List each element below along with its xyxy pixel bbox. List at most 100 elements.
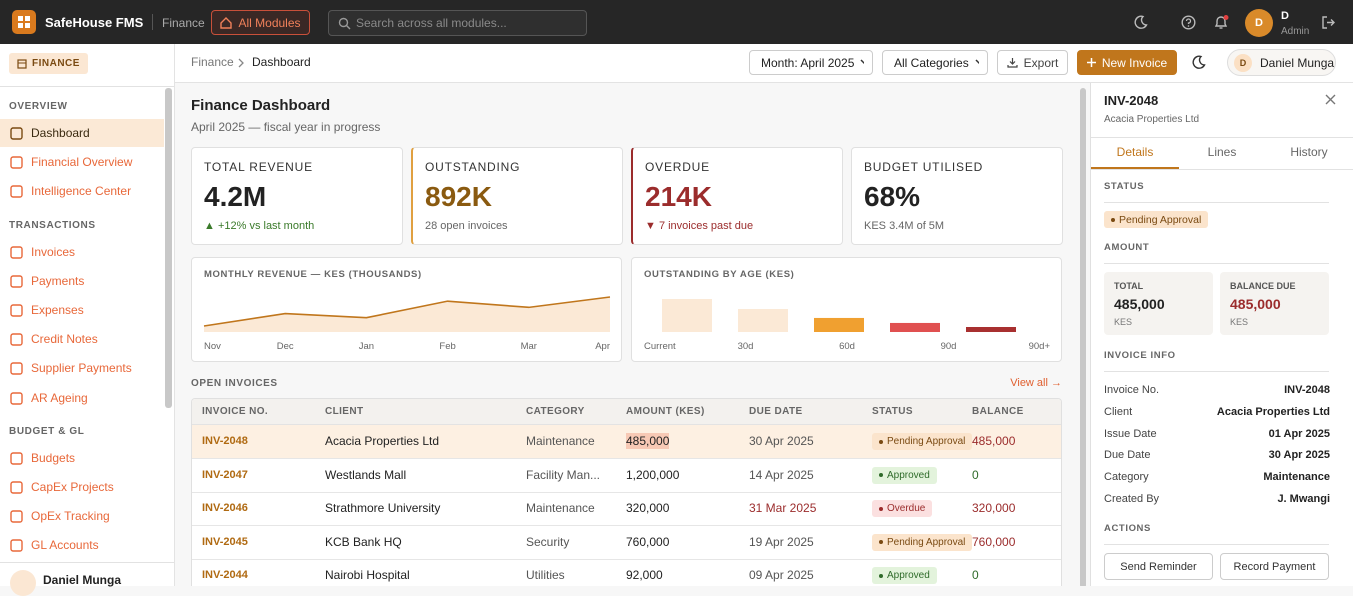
divider [1091,169,1353,170]
x-tick-label: 30d [738,341,754,352]
column-header: INVOICE NO. [202,406,269,417]
section-title: OPEN INVOICES [191,378,278,389]
tab[interactable]: Lines [1207,145,1237,159]
status-pill: Approved [872,466,937,484]
table-row[interactable]: INV-2048 Acacia Properties Ltd Maintenance… [192,425,1061,459]
nav-item[interactable]: Supplier Payments [0,354,164,382]
action-button[interactable]: Send Reminder [1104,553,1213,580]
nav-label: GL Accounts [31,538,99,553]
cell: Acacia Properties Ltd [325,434,440,448]
action-button[interactable]: Record Payment [1220,553,1329,580]
table-row[interactable]: INV-2044 Nairobi Hospital Utilities 92,000 0… [192,559,1061,586]
status-dot [1111,217,1115,222]
nav-item[interactable]: Expenses [0,296,164,324]
column-header: CLIENT [325,406,364,417]
module-badge: FINANCE [9,53,88,74]
nav-item[interactable]: Dashboard [0,119,164,147]
kpi-note: 28 open invoices [425,220,508,232]
nav-item[interactable]: OpEx Tracking [0,502,164,530]
avatar[interactable]: D [1245,9,1273,37]
nav-label: Supplier Payments [31,361,132,376]
scrollbar[interactable] [165,88,172,408]
month-select[interactable]: Month: April 2025 [749,50,873,75]
theme-icon[interactable] [1191,55,1206,70]
section-label: TRANSACTIONS [9,219,96,231]
nav-item[interactable]: CapEx Projects [0,473,164,501]
breadcrumb[interactable]: Finance [191,55,234,69]
nav-item[interactable]: Budgets [0,444,164,472]
cell: 760,000 [626,534,670,549]
nav-item[interactable]: Payments [0,267,164,295]
x-tick-label: 90d [941,341,957,352]
status-label: Pending Approval [1119,213,1202,226]
status-label: Approved [887,469,930,481]
table-row[interactable]: INV-2047 Westlands Mall Facility Man... 1,2… [192,459,1061,493]
cell: Utilities [526,568,565,583]
separator [152,14,153,30]
notification-icon[interactable] [1213,14,1230,31]
amount-label: BALANCE DUE [1230,281,1296,291]
nav-label: Invoices [31,244,76,259]
nav-item[interactable]: Invoices [0,238,164,266]
status-dot [879,473,883,478]
icon-shape [10,362,23,376]
nav-item[interactable]: Intelligence Center [0,177,164,205]
all-modules-button[interactable]: All Modules [211,10,310,35]
chevron [238,58,244,68]
cell: 14 Apr 2025 [749,467,814,482]
user-pill[interactable]: D Daniel Munga [1227,49,1336,76]
kpi-label: OVERDUE [645,160,710,174]
scrollbar[interactable] [1080,88,1086,586]
kpi-card: BUDGET UTILISED 68% KES 3.4M of 5M [851,147,1063,245]
nav-item[interactable]: GL Accounts [0,531,164,559]
bar [662,299,712,332]
table-row[interactable]: INV-2045 KCB Bank HQ Security 760,000 19 Apr… [192,526,1061,560]
status-pill: Pending Approval [872,533,973,551]
new-invoice-button[interactable]: New Invoice [1077,50,1177,75]
cell: 320,000 [972,501,1016,516]
status-pill: Pending Approval [1104,211,1209,228]
section-label: OVERVIEW [9,101,68,112]
tab[interactable]: Details [1116,145,1154,159]
view-all-link[interactable]: View all → [1010,377,1062,389]
page-subtitle: April 2025 — fiscal year in progress [191,120,381,134]
tab[interactable]: History [1290,145,1328,159]
status-pill: Overdue [872,500,933,518]
logout-icon[interactable] [1321,15,1336,30]
x-tick-label: Dec [277,341,294,352]
nav-icon [10,362,23,376]
logo[interactable] [12,10,36,34]
info-value: 01 Apr 2025 [1268,427,1330,440]
help-icon[interactable] [1181,15,1196,30]
divider [0,562,174,563]
nav-label: Credit Notes [31,332,98,347]
kpi-note: ▼ 7 invoices past due [645,220,754,232]
status-label: Overdue [887,503,926,515]
export-label: Export [1023,55,1059,70]
footer-user: Daniel Munga [43,573,122,587]
status-dot [879,540,883,545]
cell: KCB Bank HQ [325,534,402,549]
icon-shape [10,304,23,317]
nav-icon [10,275,23,288]
divider [1104,263,1329,264]
close-icon[interactable] [1325,94,1336,105]
nav-item[interactable]: Financial Overview [0,148,164,176]
table-row[interactable]: INV-2046 Strathmore University Maintenance… [192,492,1061,527]
kpi-card: TOTAL REVENUE 4.2M ▲ +12% vs last month [191,147,403,245]
nav-item[interactable]: AR Ageing [0,384,164,412]
theme-icon[interactable] [1133,15,1148,30]
new-invoice-label: New Invoice [1101,55,1168,70]
nav-label: CapEx Projects [31,480,114,494]
category-select[interactable]: All Categories [882,50,988,75]
icon-shape [10,539,23,553]
line-chart: Nov Dec Jan Feb Mar Apr [203,296,611,352]
nav-icon [10,185,23,199]
cell: 92,000 [626,568,663,583]
search-box[interactable]: Search across all modules... [328,10,587,36]
nav-item[interactable]: Credit Notes [0,325,164,353]
export-button[interactable]: Export [997,50,1068,75]
status-label: Pending Approval [887,436,966,447]
icon-shape [10,185,23,199]
amount-value: 485,000 [1230,296,1281,312]
